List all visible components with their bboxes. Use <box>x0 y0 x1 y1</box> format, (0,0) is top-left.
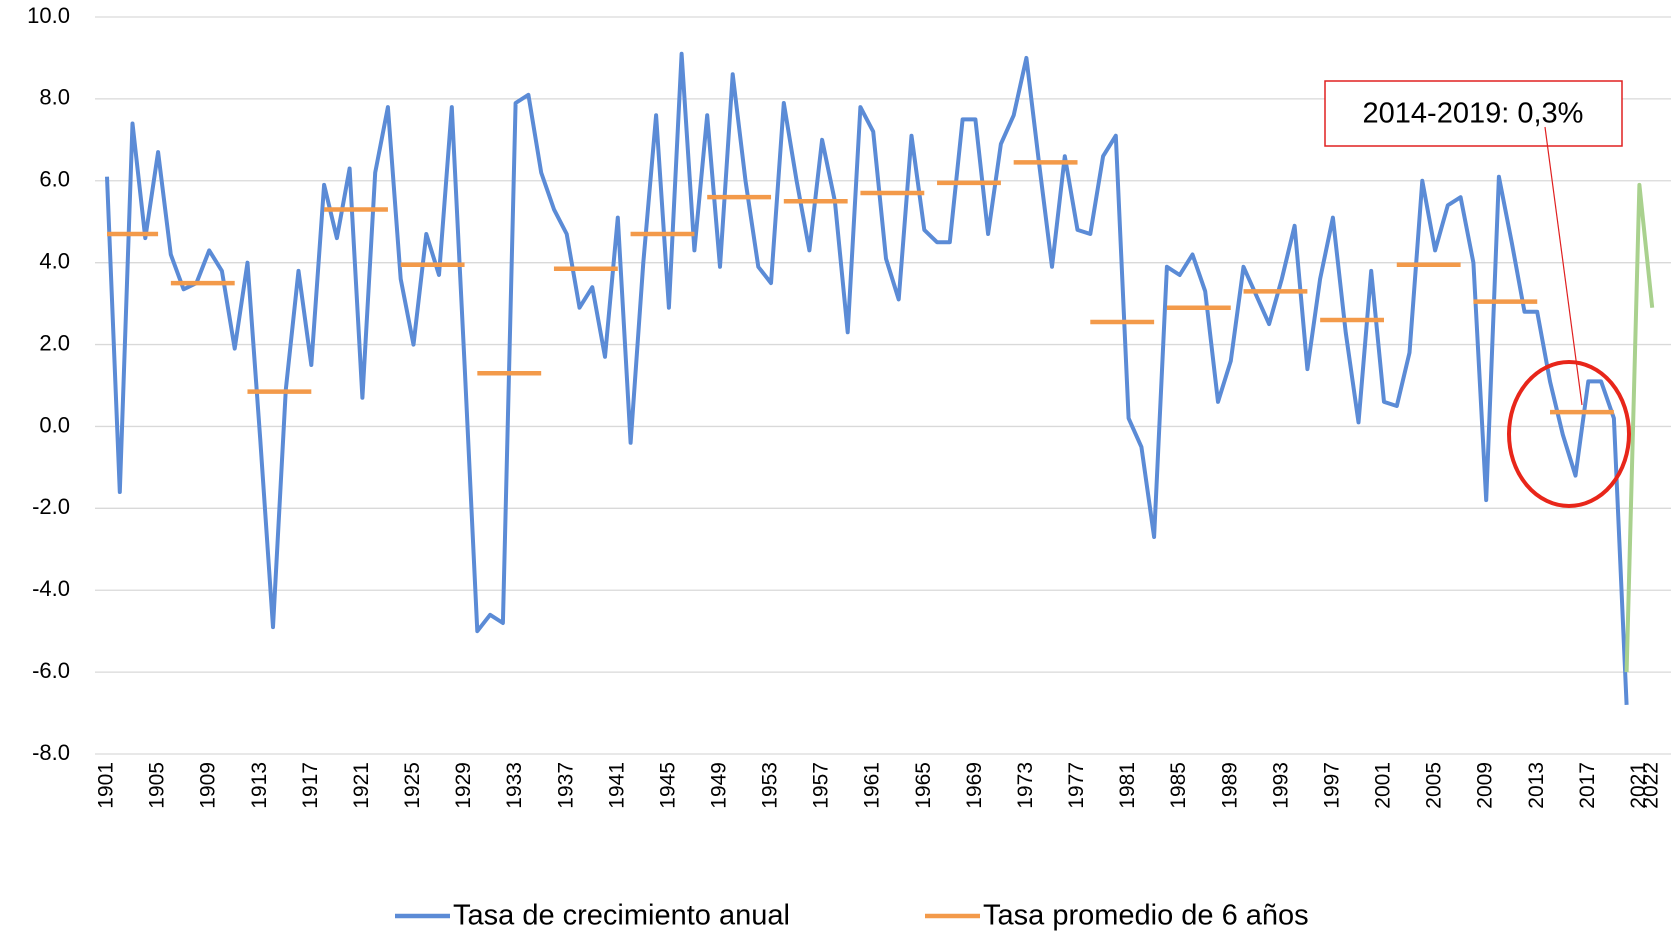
annotation-box <box>1324 80 1623 147</box>
y-tick-label: 6.0 <box>39 167 70 192</box>
series-line <box>1624 182 1655 673</box>
x-tick-label: 1989 <box>1218 762 1241 809</box>
series-line <box>105 51 1629 705</box>
legend-label: Tasa de crecimiento anual <box>453 900 790 932</box>
x-tick-label: 2021 <box>1627 762 1650 809</box>
x-tick-label: 1953 <box>759 762 782 809</box>
x-tick-label: 2005 <box>1423 762 1446 809</box>
y-tick-label: -2.0 <box>32 494 70 519</box>
x-tick-label: 1997 <box>1320 762 1343 809</box>
x-tick-label: 1929 <box>452 762 475 809</box>
x-tick-label: 1969 <box>963 762 986 809</box>
x-tick-label: 1941 <box>605 762 628 809</box>
y-tick-label: 8.0 <box>39 85 70 110</box>
x-tick-label: 2013 <box>1525 762 1548 809</box>
legend-item: Tasa de crecimiento anual <box>395 900 790 932</box>
y-tick-label: -6.0 <box>32 658 70 683</box>
legend-item: Tasa promedio de 6 años <box>925 900 1309 932</box>
x-tick-label: 1985 <box>1167 762 1190 809</box>
x-tick-label: 2001 <box>1372 762 1395 809</box>
y-tick-label: -8.0 <box>32 740 70 765</box>
annotation: 2014-2019: 0,3% <box>1324 80 1623 406</box>
x-tick-label: 1961 <box>861 762 884 809</box>
x-tick-label: 1905 <box>146 762 169 809</box>
x-tick-label: 2017 <box>1576 762 1599 809</box>
x-tick-label: 1909 <box>197 762 220 809</box>
x-tick-label: 1913 <box>248 762 271 809</box>
legend-label: Tasa promedio de 6 años <box>983 900 1309 932</box>
annotation-text: 2014-2019: 0,3% <box>1363 98 1584 130</box>
highlight-circle <box>1507 360 1631 508</box>
x-tick-label: 1973 <box>1014 762 1037 809</box>
x-tick-label: 1957 <box>810 762 833 809</box>
x-tick-label: 1945 <box>656 762 679 809</box>
x-tick-label: 1917 <box>299 762 322 809</box>
y-tick-label: 0.0 <box>39 412 70 437</box>
x-tick-label: 1937 <box>554 762 577 809</box>
x-tick-label: 2009 <box>1474 762 1497 809</box>
x-tick-label: 1925 <box>401 762 424 809</box>
x-tick-label: 1921 <box>350 762 373 809</box>
y-tick-label: 2.0 <box>39 330 70 355</box>
x-tick-label: 1993 <box>1269 762 1292 809</box>
x-tick-label: 1981 <box>1116 762 1139 809</box>
plot-area: -8.0 -6.0 -4.0 -2.0 0.0 2.0 4.0 6.0 8.0 10.0 1901 1… <box>27 3 1671 809</box>
x-tick-label: 1933 <box>503 762 526 809</box>
x-tick-label: 1901 <box>95 762 118 809</box>
x-tick-label: 1977 <box>1065 762 1088 809</box>
x-tick-label: 1949 <box>708 762 731 809</box>
x-tick-label: 2022 <box>1640 762 1663 809</box>
y-tick-label: -4.0 <box>32 576 70 601</box>
annotation-pointer <box>1544 126 1583 406</box>
y-tick-label: 10.0 <box>27 3 70 28</box>
x-tick-label: 1965 <box>912 762 935 809</box>
y-tick-label: 4.0 <box>39 248 70 273</box>
